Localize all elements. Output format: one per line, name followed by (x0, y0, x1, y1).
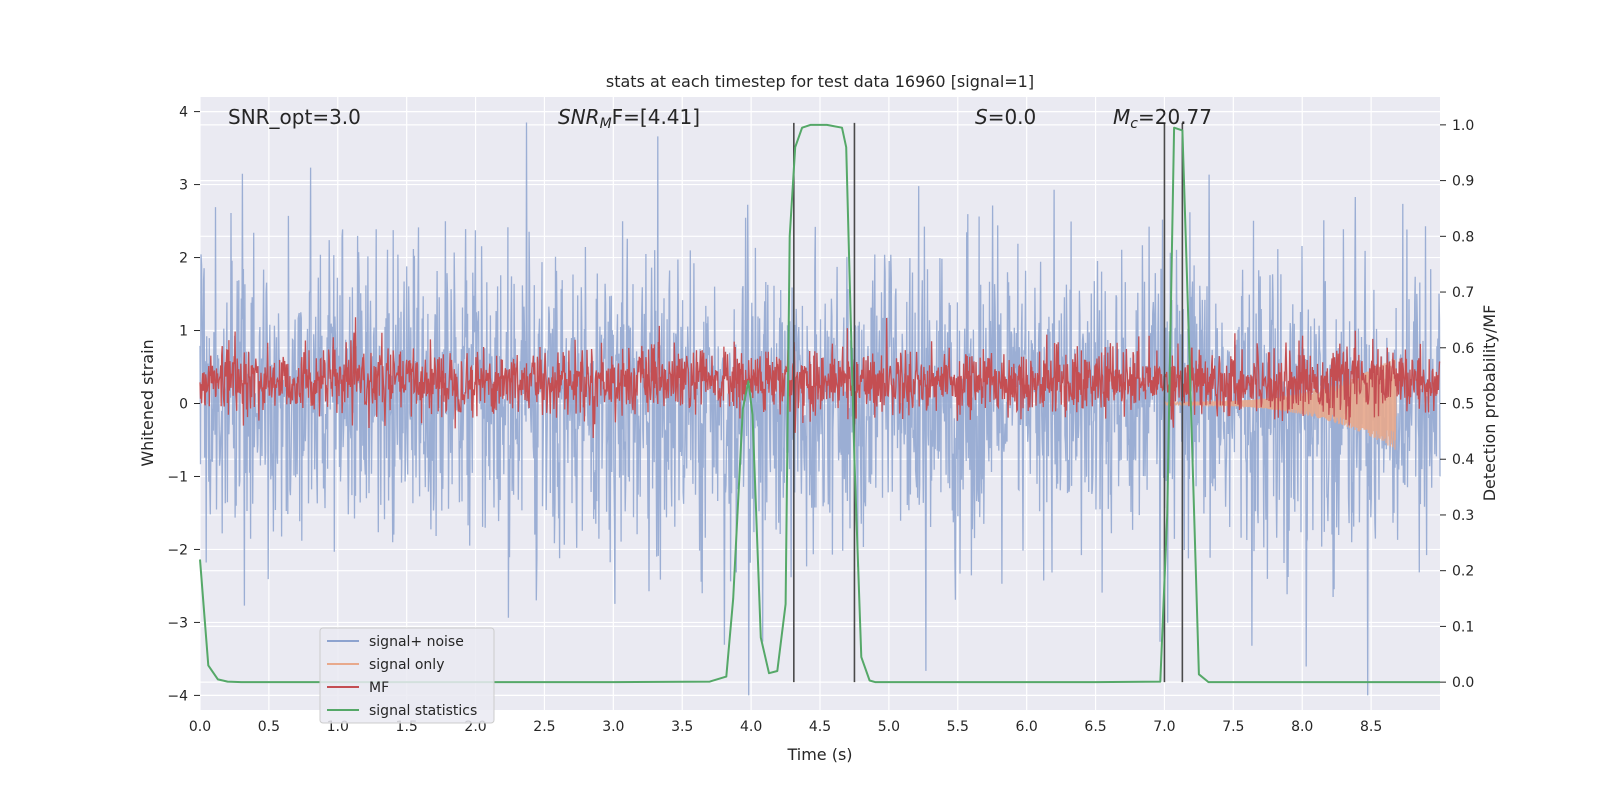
legend-item-signal-statistics: signal statistics (327, 703, 477, 719)
legend: signal+ noise signal only MF signal stat… (319, 627, 495, 724)
y2-tick-label: 0.9 (1452, 174, 1474, 190)
y-tick-label: 3 (179, 178, 188, 194)
y2-axis-ticks: 0.0 0.1 0.2 0.3 0.4 0.5 0.6 0.7 0.8 0.9 1.0 (1440, 118, 1474, 691)
x-tick-label: 7.5 (1222, 719, 1244, 735)
y2-tick-label: 0.2 (1452, 564, 1474, 580)
annotation-mc-sub: c (1130, 116, 1138, 132)
x-tick-label: 5.0 (878, 719, 900, 735)
y-tick-label: 2 (179, 251, 188, 267)
annotation-mc: Mc=20.77 (1113, 105, 1212, 132)
y2-tick-label: 0.6 (1452, 341, 1474, 357)
x-tick-label: 0.0 (189, 719, 211, 735)
x-tick-label: 8.0 (1291, 719, 1313, 735)
y2-tick-label: 0.3 (1452, 508, 1474, 524)
x-tick-label: 6.0 (1016, 719, 1038, 735)
x-tick-label: 5.5 (947, 719, 969, 735)
y2-tick-label: 0.7 (1452, 285, 1474, 301)
annotation-snr-mf: SNRMF=[4.41] (558, 105, 700, 132)
series-signal-only (1163, 359, 1397, 450)
annotation-snr-mf-rest: F=[4.41] (612, 105, 700, 129)
legend-label-signal-statistics: signal statistics (369, 703, 477, 719)
annotation-snr-mf-main: SNR (558, 105, 600, 129)
annotation-snr-mf-sub: M (600, 116, 612, 132)
signal-only-line (1163, 359, 1397, 450)
y-tick-label: 0 (179, 397, 188, 413)
legend-item-mf: MF (327, 680, 389, 696)
annotation-mc-var: M (1113, 105, 1130, 129)
y2-tick-label: 0.5 (1452, 397, 1474, 413)
y2-tick-label: 0.4 (1452, 452, 1474, 468)
x-tick-label: 4.5 (809, 719, 831, 735)
legend-label-signal-only: signal only (369, 657, 444, 673)
y-tick-label: −4 (167, 688, 188, 704)
annotation-snr-opt: SNR_opt=3.0 (228, 105, 361, 129)
x-tick-label: 0.5 (258, 719, 280, 735)
vertical-markers (793, 122, 1184, 683)
legend-label-mf: MF (369, 680, 389, 696)
y-tick-label: 4 (179, 105, 188, 121)
x-tick-label: 6.5 (1084, 719, 1106, 735)
annotation-s: S=0.0 (975, 105, 1036, 129)
annotation-s-rest: =0.0 (988, 105, 1037, 129)
y2-tick-label: 0.8 (1452, 229, 1474, 245)
mf-line (199, 317, 1441, 439)
y-tick-label: −3 (167, 615, 188, 631)
y-tick-label: −1 (167, 469, 188, 485)
series-signal-statistics (199, 123, 1440, 684)
annotation-mc-rest: =20.77 (1138, 105, 1212, 129)
signal-statistics-line (199, 123, 1440, 684)
x-tick-label: 4.0 (740, 719, 762, 735)
x-tick-label: 7.0 (1153, 719, 1175, 735)
legend-box (319, 627, 495, 724)
legend-item-signal-only: signal only (327, 657, 444, 673)
x-tick-label: 3.0 (602, 719, 624, 735)
y2-tick-label: 1.0 (1452, 118, 1474, 134)
series-mf (199, 317, 1441, 439)
y-tick-label: −2 (167, 542, 188, 558)
y-axis-label: Whitened strain (138, 339, 157, 466)
y2-tick-label: 0.0 (1452, 675, 1474, 691)
annotation-s-var: S (975, 105, 988, 129)
legend-item-signal-noise: signal+ noise (327, 634, 464, 650)
chart-title: stats at each timestep for test data 169… (606, 72, 1034, 91)
y2-tick-label: 0.1 (1452, 619, 1474, 635)
x-tick-label: 8.5 (1360, 719, 1382, 735)
y-axis-ticks: −4 −3 −2 −1 0 1 2 3 4 (167, 105, 200, 704)
x-tick-label: 2.5 (533, 719, 555, 735)
y2-axis-label: Detection probability/MF (1480, 305, 1499, 502)
legend-label-signal-noise: signal+ noise (369, 634, 464, 650)
x-tick-label: 3.5 (671, 719, 693, 735)
x-axis-label: Time (s) (786, 745, 852, 764)
y-tick-label: 1 (179, 324, 188, 340)
